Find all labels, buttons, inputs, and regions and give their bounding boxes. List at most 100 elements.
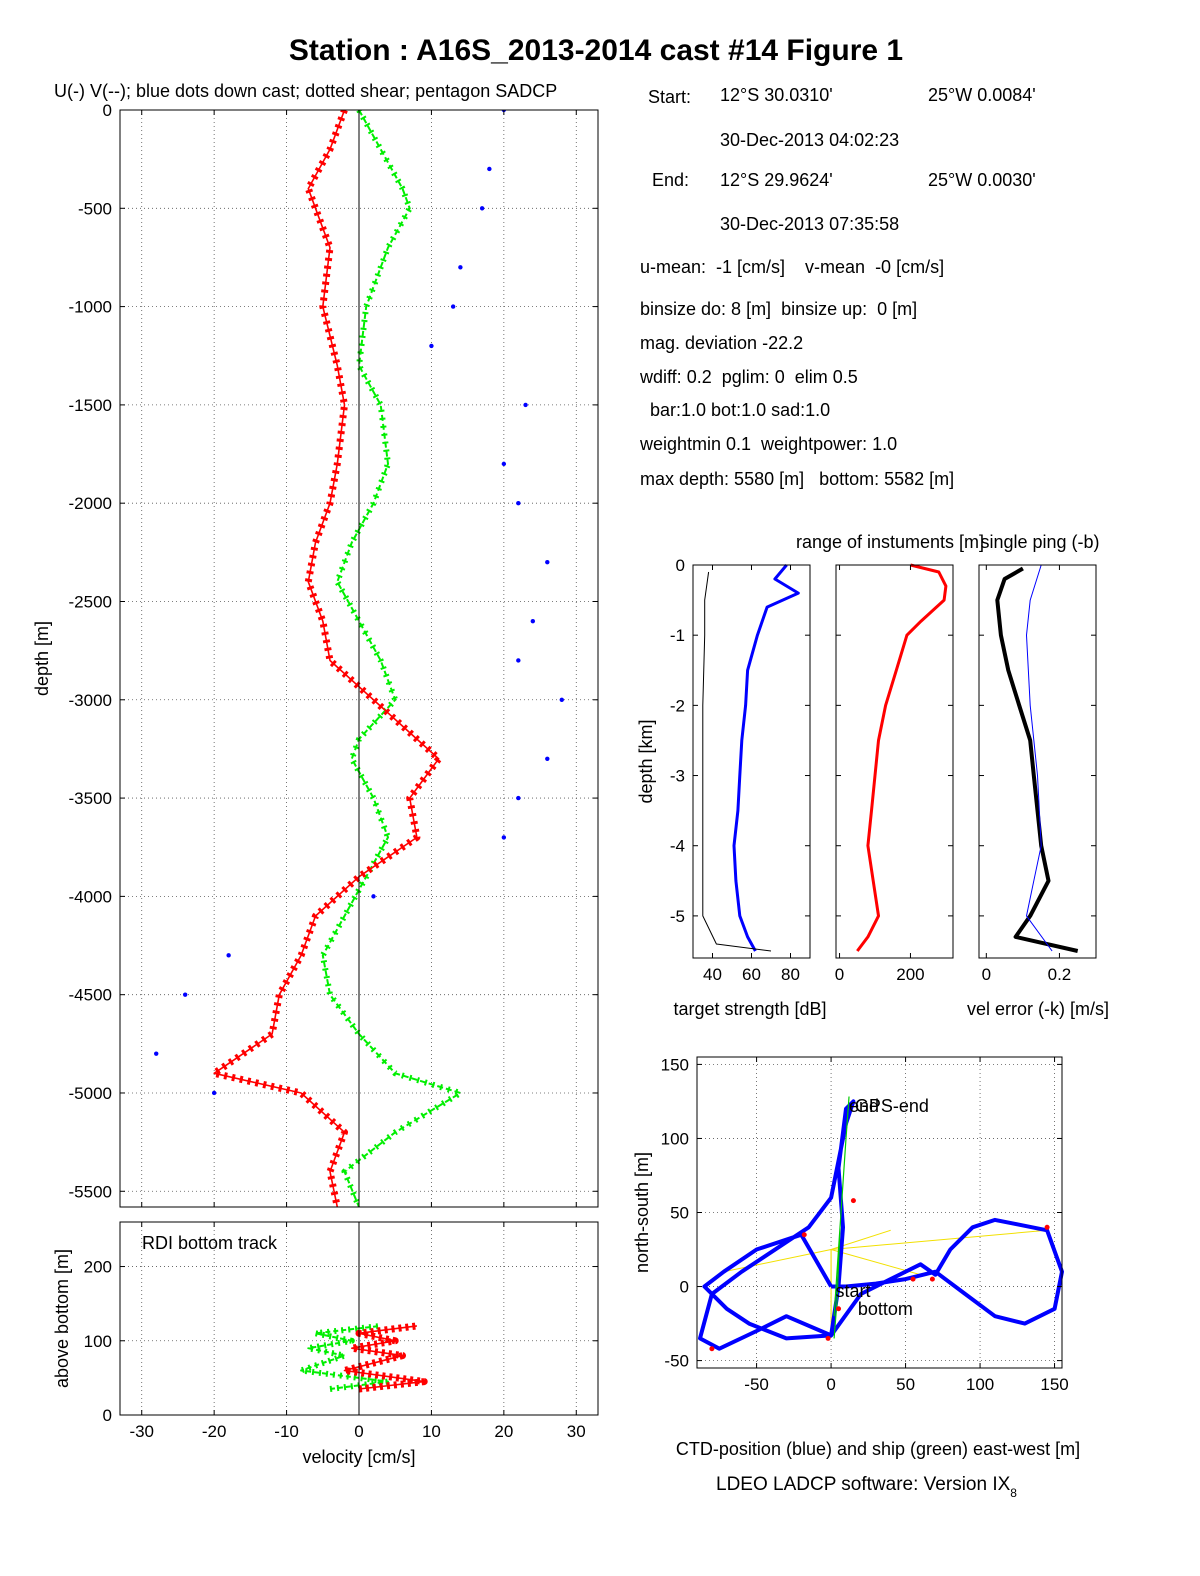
bottom-track-chart: -30 -20 -10 0 10 20 30 0 100 200 RDI bottom track v… [52, 1221, 599, 1467]
x-tick-label: 0 [354, 1422, 363, 1441]
x-tick-label: 0 [835, 965, 844, 984]
down-cast-point [523, 402, 528, 408]
down-cast-point [479, 206, 485, 211]
y-axis-label: above bottom [m] [52, 1249, 72, 1388]
info-line: weightmin 0.1 weightpower: 1.0 [639, 434, 897, 454]
target-strength-chart: 40 60 80 0 -1 -2 -3 -4 -5 target strength [dB] dep… [636, 556, 827, 1019]
down-cast-point [226, 953, 231, 958]
info-line: wdiff: 0.2 pglim: 0 elim 0.5 [639, 367, 858, 387]
x-tick-label: -20 [202, 1422, 227, 1441]
software-version: LDEO LADCP software: Version IX8 [716, 1474, 1017, 1500]
chart-title: RDI bottom track [142, 1233, 278, 1253]
track-annotation: GPS-end [855, 1096, 929, 1116]
y-tick-label: 0 [676, 556, 685, 575]
x-tick-label: 60 [742, 965, 761, 984]
x-tick-label: 10 [422, 1422, 441, 1441]
start-label: Start: [648, 87, 691, 107]
x-tick-label: 20 [494, 1422, 513, 1441]
end-label: End: [652, 170, 689, 190]
y-tick-label: -3500 [69, 789, 112, 808]
down-cast-point [559, 697, 564, 702]
down-cast-point [545, 559, 550, 565]
down-cast-point [501, 461, 507, 467]
y-axis-label: north-south [m] [632, 1152, 652, 1273]
text-series-line [702, 571, 772, 952]
y-tick-label: -3000 [69, 691, 112, 710]
x-tick-label: 150 [1040, 1375, 1068, 1394]
y-tick-label: -4 [670, 837, 685, 856]
y-tick-label: 100 [661, 1129, 689, 1148]
ctd-track-line [698, 1099, 1064, 1351]
y-tick-label: 0 [680, 1278, 689, 1297]
down-cast-point [211, 1090, 217, 1096]
red-marker [1044, 1224, 1050, 1230]
x-tick-label: 80 [781, 965, 800, 984]
info-line: mag. deviation -22.2 [640, 333, 803, 353]
plot-frame [692, 564, 811, 959]
down-cast-point [450, 304, 456, 309]
red-marker [929, 1276, 935, 1282]
plot-frame [978, 564, 1097, 959]
y-tick-label: -500 [78, 199, 112, 218]
start-lon: 25°W 0.0084' [928, 85, 1036, 105]
y-tick-label: 50 [670, 1204, 689, 1223]
down-series-line [732, 564, 800, 952]
x-tick-label: 0 [982, 965, 991, 984]
u-series-line [213, 110, 440, 1207]
x-tick-label: 40 [703, 965, 722, 984]
end-lat: 12°S 29.9624' [720, 170, 833, 190]
y-tick-label: 150 [661, 1055, 689, 1074]
x-axis-label: vel error (-k) [m/s] [967, 999, 1109, 1019]
y-axis-label: depth [m] [32, 621, 52, 696]
info-line: bar:1.0 bot:1.0 sad:1.0 [640, 400, 830, 420]
figure-title: Station : A16S_2013-2014 cast #14 Figure… [289, 34, 903, 67]
yellow-link [831, 1229, 1048, 1251]
x-tick-label: 30 [567, 1422, 586, 1441]
version-subscript: 8 [1010, 1486, 1017, 1500]
x-axis-label: target strength [dB] [673, 999, 826, 1019]
v-shear-line [298, 1322, 391, 1392]
u-shear-line [210, 110, 443, 1207]
y-tick-label: 200 [84, 1258, 112, 1277]
y-tick-label: 0 [103, 101, 112, 120]
legend-line: U(-) V(--); blue dots down cast; dotted … [54, 81, 557, 101]
down-cast-point [487, 166, 492, 172]
track-annotation: end [849, 1096, 879, 1116]
y-tick-label: -1000 [69, 298, 112, 317]
red-marker [801, 1232, 807, 1238]
v-series-line [321, 110, 462, 1207]
x-tick-label: -10 [274, 1422, 299, 1441]
info-line: binsize do: 8 [m] binsize up: 0 [m] [640, 299, 917, 319]
red-marker [850, 1198, 856, 1204]
track-annotation: start [836, 1281, 871, 1301]
end-time: 30-Dec-2013 07:35:58 [720, 214, 899, 234]
start-time: 30-Dec-2013 04:02:23 [720, 130, 899, 150]
down-cast-point [429, 343, 434, 349]
red-marker [836, 1306, 842, 1312]
info-line: u-mean: -1 [cm/s] v-mean -0 [cm/s] [640, 257, 944, 277]
y-tick-label: -3 [670, 767, 685, 786]
down-cast-point [516, 500, 521, 506]
start-lat: 12°S 30.0310' [720, 85, 833, 105]
down-cast-point [516, 658, 521, 663]
down-cast-point [516, 795, 521, 801]
x-tick-label: 200 [896, 965, 924, 984]
y-tick-label: -2500 [69, 592, 112, 611]
down-cast-point [154, 1051, 159, 1056]
chart-title: range of instuments [m] [796, 532, 984, 552]
x-tick-label: 100 [966, 1375, 994, 1394]
x-axis-label: CTD-position (blue) and ship (green) eas… [676, 1439, 1080, 1459]
down-cast-point [371, 894, 376, 899]
range-chart: 0 200 range of instuments [m] [796, 532, 984, 984]
y-tick-label: -4500 [69, 986, 112, 1005]
y-axis-label: depth [km] [636, 719, 656, 803]
y-tick-label: -2000 [69, 494, 112, 513]
down-cast-point [182, 992, 188, 997]
red-marker [825, 1335, 831, 1341]
y-tick-label: 0 [103, 1406, 112, 1425]
x-tick-label: -30 [129, 1422, 154, 1441]
down-cast-point [501, 835, 507, 840]
track-annotation: bottom [858, 1299, 913, 1319]
y-tick-label: 100 [84, 1332, 112, 1351]
